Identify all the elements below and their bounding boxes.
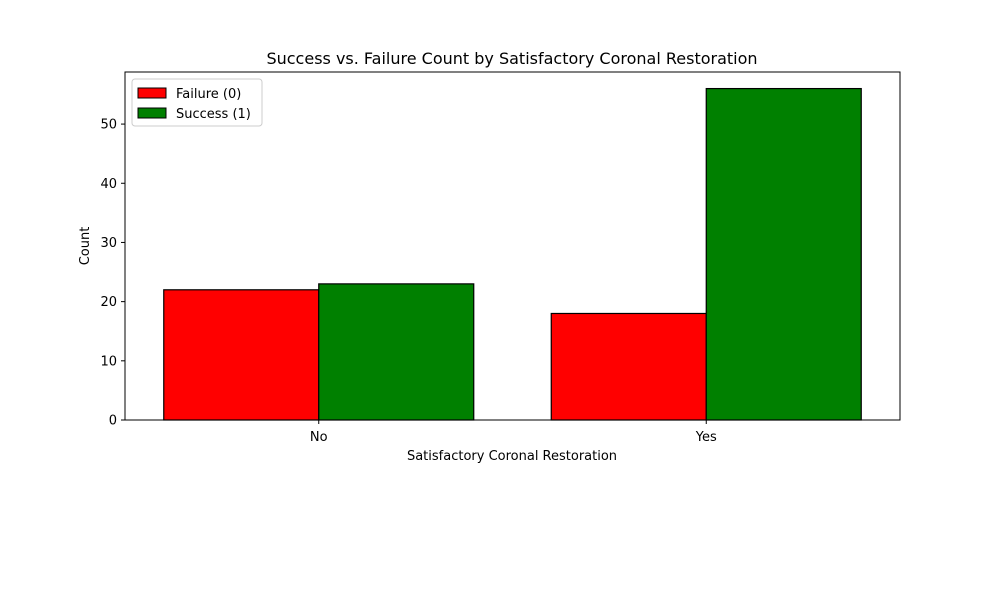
legend: Failure (0) Success (1) bbox=[131, 78, 263, 127]
plot-frame bbox=[124, 71, 901, 421]
y-tick-label: 20 bbox=[100, 295, 117, 310]
bar-no-series-1 bbox=[318, 283, 475, 421]
y-tick-label: 0 bbox=[109, 414, 117, 429]
x-tick-label: Yes bbox=[695, 430, 717, 445]
bar-yes-series-0 bbox=[550, 312, 707, 421]
y-axis-label: Count bbox=[78, 227, 93, 266]
legend-swatch bbox=[137, 107, 167, 119]
y-axis: 0 10 20 30 40 50 bbox=[100, 118, 125, 429]
bar-no-series-0 bbox=[163, 289, 320, 421]
y-tick-label: 40 bbox=[100, 177, 117, 192]
legend-swatch bbox=[137, 87, 167, 99]
y-tick-label: 10 bbox=[100, 354, 117, 369]
x-axis-label: Satisfactory Coronal Restoration bbox=[407, 449, 617, 464]
y-tick-label: 50 bbox=[100, 118, 117, 133]
y-tick-label: 30 bbox=[100, 236, 117, 251]
bar-yes-series-1 bbox=[705, 87, 862, 421]
bars-layer bbox=[163, 87, 862, 421]
x-axis: No Yes bbox=[310, 420, 717, 445]
legend-entry-label: Success (1) bbox=[176, 107, 251, 122]
legend-entry-label: Failure (0) bbox=[176, 87, 241, 102]
chart-title: Success vs. Failure Count by Satisfactor… bbox=[266, 49, 757, 68]
x-tick-label: No bbox=[310, 430, 328, 445]
